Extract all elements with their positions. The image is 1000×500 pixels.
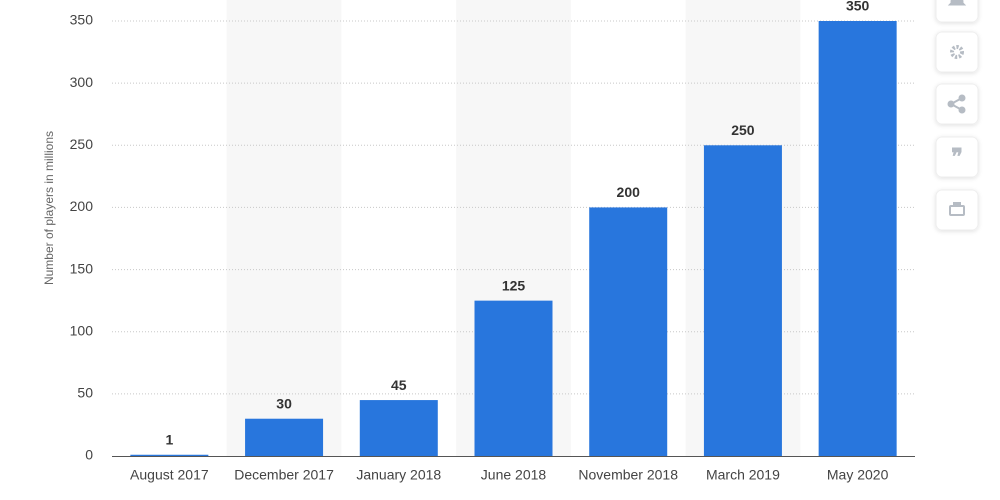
value-label: 1 xyxy=(165,431,173,447)
bar xyxy=(474,300,553,456)
bar xyxy=(130,454,209,456)
value-label: 250 xyxy=(731,122,755,138)
print-button[interactable] xyxy=(935,189,979,231)
y-tick-label: 0 xyxy=(85,447,93,463)
value-label: 200 xyxy=(617,184,641,200)
value-label: 45 xyxy=(391,377,407,393)
value-label: 30 xyxy=(276,395,292,411)
gear-icon xyxy=(950,45,964,59)
settings-button[interactable] xyxy=(935,31,979,73)
share-icon xyxy=(947,94,966,114)
x-tick-label: November 2018 xyxy=(578,467,678,483)
y-tick-label: 200 xyxy=(70,198,94,214)
bar xyxy=(245,418,324,456)
y-tick-label: 100 xyxy=(70,322,94,338)
x-tick-label: May 2020 xyxy=(827,467,889,483)
y-tick-label: 350 xyxy=(70,12,94,28)
value-label: 350 xyxy=(846,0,870,14)
x-tick-label: December 2017 xyxy=(234,467,334,483)
bar xyxy=(359,400,438,456)
notify-button[interactable] xyxy=(935,0,979,23)
y-tick-label: 250 xyxy=(70,136,94,152)
toolbar: ❞ xyxy=(935,0,979,231)
bar xyxy=(818,21,897,456)
y-tick-label: 300 xyxy=(70,74,94,90)
bell-icon xyxy=(947,0,967,6)
x-tick-label: August 2017 xyxy=(130,467,209,483)
x-tick-label: June 2018 xyxy=(481,467,547,483)
quote-icon: ❞ xyxy=(951,144,963,169)
bar xyxy=(589,207,668,456)
cite-button[interactable] xyxy=(935,136,979,178)
y-tick-label: 150 xyxy=(70,260,94,276)
y-tick-label: 50 xyxy=(77,385,93,401)
column-band xyxy=(226,0,342,456)
x-tick-label: March 2019 xyxy=(706,467,780,483)
y-axis-title: Number of players in millions xyxy=(42,131,56,285)
value-label: 125 xyxy=(502,277,526,293)
share-button[interactable] xyxy=(935,83,979,125)
x-tick-label: January 2018 xyxy=(356,467,441,483)
bar xyxy=(703,145,782,457)
print-icon xyxy=(949,202,965,216)
